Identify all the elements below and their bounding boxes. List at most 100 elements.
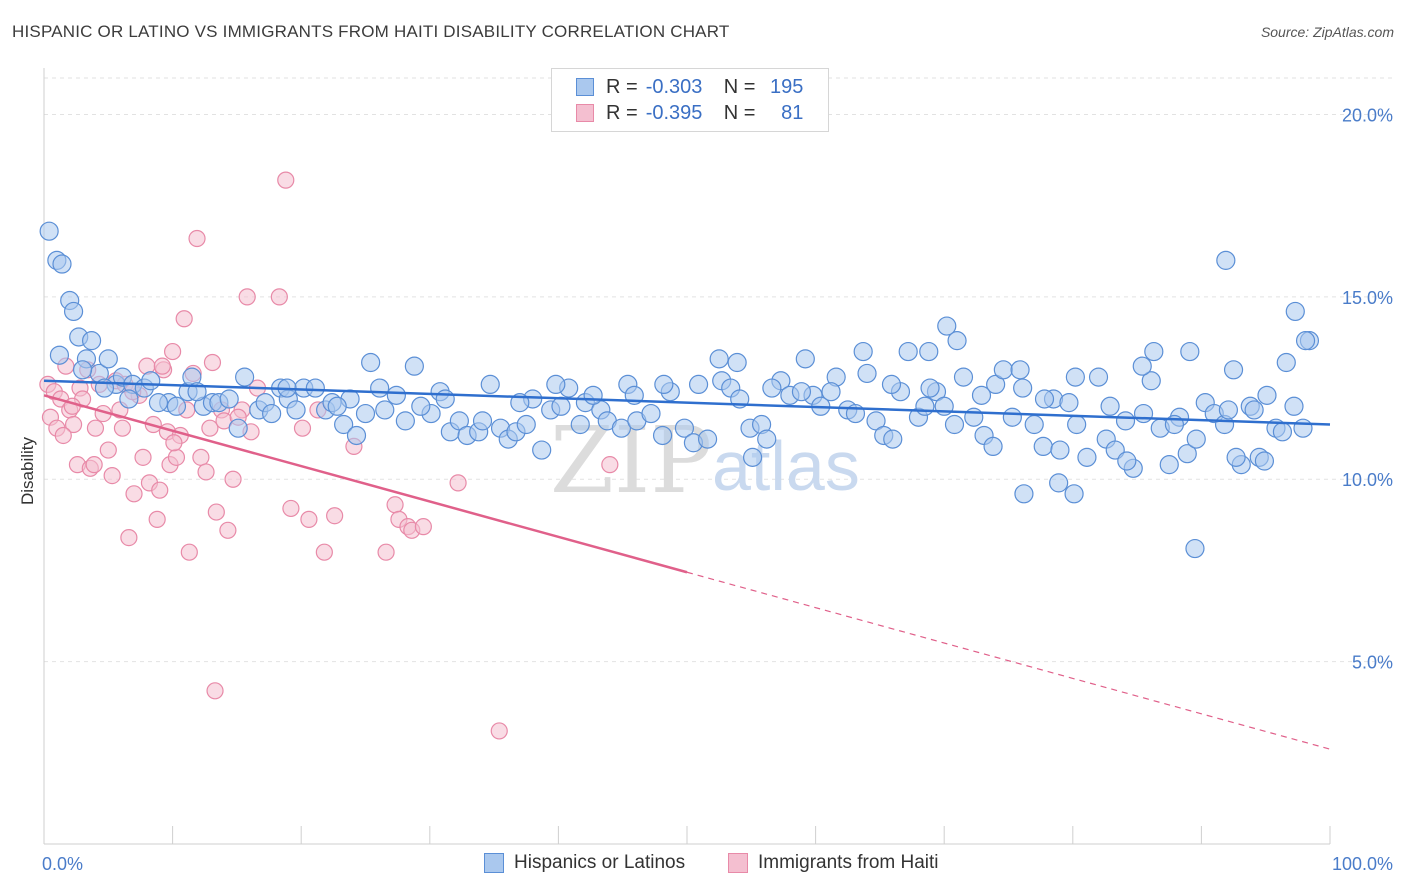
legend-item-hispanic[interactable]: Hispanics or Latinos <box>484 852 685 874</box>
hispanic-point <box>915 396 935 416</box>
haiti-points <box>39 171 619 740</box>
haiti-point <box>201 419 219 437</box>
haiti-point <box>175 310 193 328</box>
haiti-point <box>64 415 83 434</box>
hispanic-point <box>141 371 161 391</box>
hispanic-point <box>953 367 974 387</box>
hispanic-point <box>944 414 965 435</box>
hispanic-point <box>742 447 763 467</box>
hispanic-point <box>1065 367 1085 387</box>
hispanic-point <box>1223 360 1244 380</box>
legend-r-label: R = <box>606 75 638 98</box>
hispanic-point <box>1010 360 1030 380</box>
hispanic-point <box>1049 473 1069 493</box>
haiti-point <box>85 456 103 474</box>
hispanic-point <box>1244 400 1264 420</box>
haiti-point <box>277 171 295 189</box>
x-tick-label-min: 0.0% <box>42 854 83 874</box>
haiti-point <box>103 466 121 485</box>
legend-r-value: -0.303 <box>645 75 703 98</box>
haiti-point <box>449 474 467 492</box>
hispanic-point <box>219 389 239 409</box>
hispanic-point <box>472 411 493 431</box>
hispanic-point <box>1115 411 1136 431</box>
hispanic-point <box>1185 538 1205 559</box>
hispanic-point <box>1064 484 1084 504</box>
haiti-point <box>99 441 117 459</box>
haiti-point <box>326 507 344 525</box>
haiti-point <box>219 521 237 539</box>
hispanic-point <box>937 316 957 336</box>
hispanic-point <box>235 367 255 387</box>
hispanic-point <box>435 389 455 409</box>
hispanic-point <box>611 418 632 438</box>
haiti-point <box>224 470 242 488</box>
hispanic-point <box>964 407 984 427</box>
hispanic-point <box>1141 371 1161 391</box>
haiti-point <box>270 288 288 306</box>
legend-n-label: N = <box>723 75 756 98</box>
legend-r-value: -0.395 <box>645 101 703 124</box>
hispanic-point <box>1002 407 1022 427</box>
haiti-point <box>315 543 333 561</box>
haiti-point <box>192 448 210 466</box>
haiti-point <box>153 357 171 375</box>
hispanic-point <box>1226 447 1246 467</box>
haiti-point <box>151 481 169 499</box>
haiti-point <box>180 543 198 561</box>
hispanic-point <box>791 382 812 402</box>
hispanic-point <box>52 254 72 274</box>
haiti-point <box>386 496 404 514</box>
hispanic-point <box>1276 352 1296 373</box>
hispanic-point <box>375 400 395 420</box>
hispanic-point <box>1024 414 1044 435</box>
hispanic-point <box>334 414 354 435</box>
hispanic-point <box>286 400 306 420</box>
hispanic-point <box>166 396 187 416</box>
hispanic-point <box>919 341 939 362</box>
hispanic-point <box>570 414 590 435</box>
hispanic-point <box>697 429 718 449</box>
hispanic-point <box>1117 451 1137 471</box>
haiti-point <box>86 419 105 437</box>
legend-r-label: R = <box>606 101 638 124</box>
haiti-point <box>134 448 152 466</box>
hispanic-point <box>757 429 777 449</box>
hispanic-point <box>1050 440 1070 460</box>
hispanic-point <box>1177 444 1197 464</box>
hispanic-point <box>148 393 169 413</box>
hispanic-point <box>898 341 918 362</box>
hispanic-point <box>1133 403 1154 424</box>
hispanic-point <box>63 301 84 322</box>
hispanic-point <box>1293 418 1313 438</box>
x-tick-label-max: 100.0% <box>1332 854 1393 874</box>
hispanic-point <box>346 425 367 446</box>
watermark-atlas: atlas <box>712 427 860 505</box>
y-tick-label: 15.0% <box>1342 288 1393 308</box>
axes <box>43 68 1331 845</box>
haiti-point <box>377 543 395 561</box>
hispanic-point <box>1067 414 1087 435</box>
hispanic-point <box>795 349 815 369</box>
legend-swatch-blue <box>484 853 504 873</box>
hispanic-trend-line <box>43 379 1331 426</box>
hispanic-point <box>72 360 93 380</box>
haiti-point <box>238 288 256 306</box>
hispanic-point <box>1013 378 1033 398</box>
legend-item-haiti[interactable]: Immigrants from Haiti <box>728 852 939 874</box>
legend-row-haiti: R = -0.395 N = 81 <box>576 101 803 125</box>
hispanic-point <box>821 382 841 402</box>
haiti-point <box>300 510 318 528</box>
hispanic-point <box>674 418 695 438</box>
haiti-point <box>167 448 186 466</box>
hispanic-point <box>480 374 500 394</box>
hispanic-point <box>1059 393 1079 413</box>
legend-label: Immigrants from Haiti <box>758 852 939 873</box>
haiti-point <box>165 434 183 452</box>
hispanic-point <box>1014 484 1034 504</box>
haiti-point <box>188 229 206 248</box>
hispanic-point <box>119 389 139 409</box>
hispanic-point <box>983 436 1003 457</box>
hispanic-point <box>355 403 376 424</box>
hispanic-point <box>327 396 347 416</box>
